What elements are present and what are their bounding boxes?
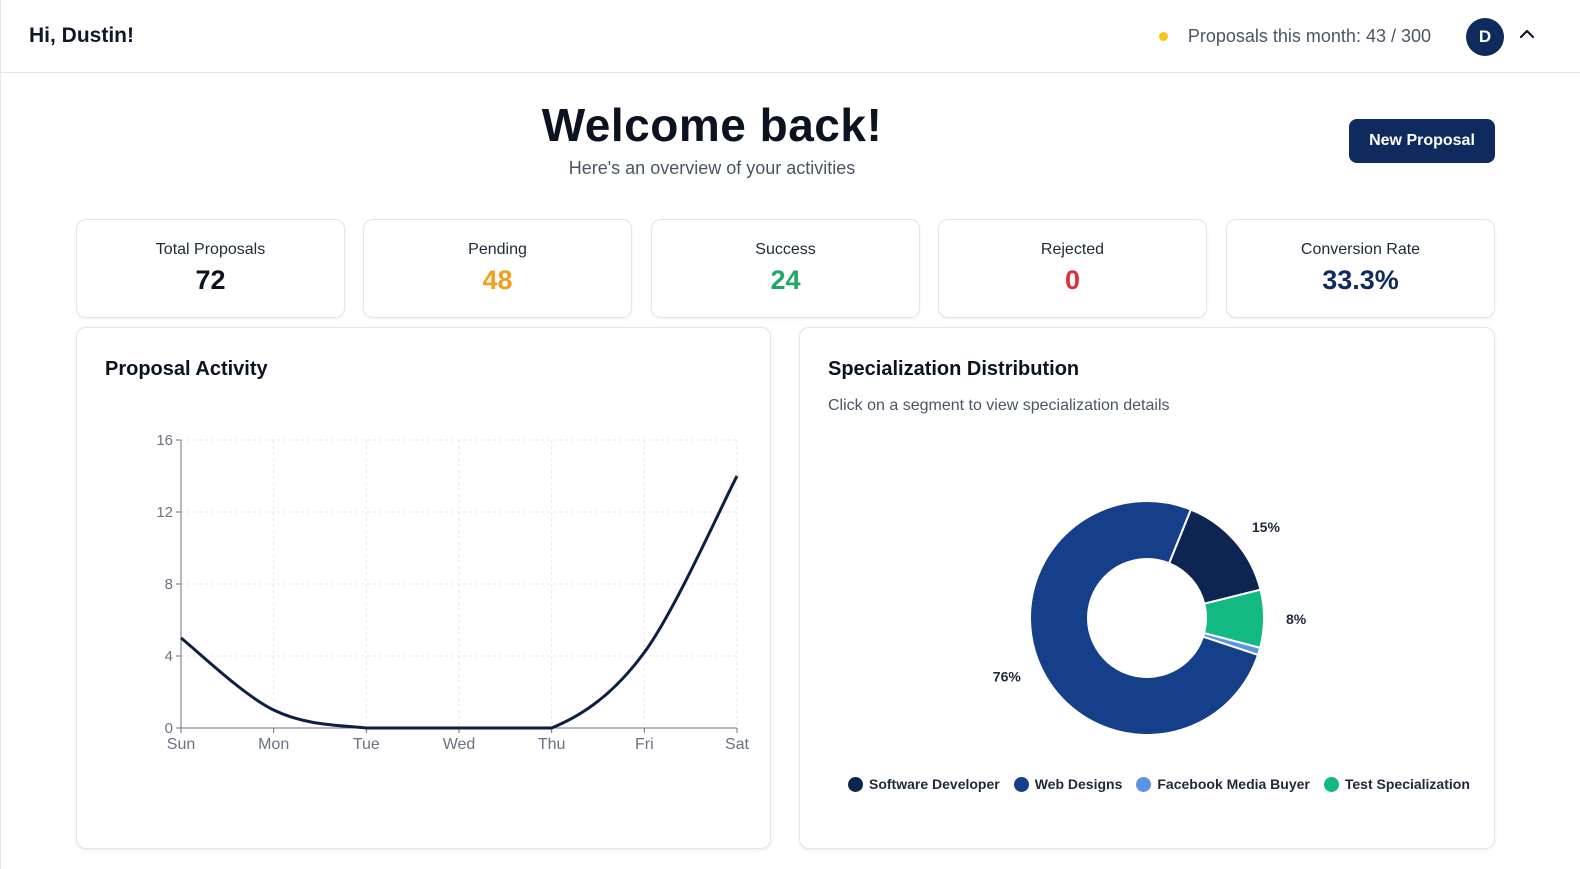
x-tick-label: Sun xyxy=(167,736,195,753)
legend-swatch-icon xyxy=(1136,776,1152,792)
stat-card-total-proposals: Total Proposals 72 xyxy=(76,219,345,318)
legend-label: Test Specialization xyxy=(1344,776,1470,792)
y-tick-label: 8 xyxy=(165,576,173,593)
stat-card-success: Success 24 xyxy=(651,219,920,318)
top-bar: Hi, Dustin! Proposals this month: 43 / 3… xyxy=(1,0,1580,73)
specialization-panel: Specialization Distribution Click on a s… xyxy=(799,327,1495,849)
legend-item[interactable]: Test Specialization xyxy=(1323,776,1470,792)
stat-value: 33.3% xyxy=(1322,265,1399,295)
legend-item[interactable]: Software Developer xyxy=(848,776,1000,792)
legend-item[interactable]: Facebook Media Buyer xyxy=(1136,776,1310,792)
x-tick-label: Wed xyxy=(443,736,476,753)
usage-status-dot-icon xyxy=(1158,32,1168,41)
stat-value: 72 xyxy=(195,265,226,295)
stat-card-conversion-rate: Conversion Rate 33.3% xyxy=(1226,219,1495,318)
y-tick-label: 0 xyxy=(165,720,173,737)
chevron-up-icon[interactable] xyxy=(1520,27,1534,41)
donut-slice[interactable] xyxy=(1029,500,1260,736)
stat-label: Success xyxy=(755,241,816,258)
stat-card-rejected: Rejected 0 xyxy=(938,219,1207,318)
greeting-text: Hi, Dustin! xyxy=(29,24,134,47)
stat-value: 48 xyxy=(482,265,513,295)
donut-slice-label: 76% xyxy=(993,668,1022,684)
proposal-usage: Proposals this month: 43 / 300 xyxy=(1158,26,1431,47)
x-tick-label: Tue xyxy=(353,736,380,753)
page-title: Welcome back! xyxy=(541,99,883,151)
legend-swatch-icon xyxy=(848,776,863,792)
x-tick-label: Fri xyxy=(635,736,654,753)
stat-value: 24 xyxy=(770,265,801,295)
donut-slice-label: 15% xyxy=(1252,519,1281,535)
user-avatar[interactable]: D xyxy=(1466,18,1504,56)
stat-card-pending: Pending 48 xyxy=(363,219,632,318)
x-tick-label: Thu xyxy=(538,736,566,753)
usage-text: Proposals this month: 43 / 300 xyxy=(1187,26,1431,46)
x-tick-label: Sat xyxy=(725,736,750,753)
y-tick-label: 12 xyxy=(156,504,173,521)
stat-label: Rejected xyxy=(1040,241,1105,258)
y-tick-label: 16 xyxy=(156,432,173,449)
y-tick-label: 4 xyxy=(165,648,173,665)
legend-label: Software Developer xyxy=(869,776,1000,792)
stat-label: Conversion Rate xyxy=(1300,241,1421,258)
stat-value: 0 xyxy=(1064,265,1081,295)
panel-title: Proposal Activity xyxy=(105,358,268,380)
donut-slice-label: 8% xyxy=(1286,611,1307,627)
proposal-activity-line-chart: 0 4 8 12 16 Sun Mon Tue Wed Thu Fri Sat xyxy=(156,432,750,753)
legend-label: Facebook Media Buyer xyxy=(1157,776,1310,792)
legend-swatch-icon xyxy=(1323,776,1339,792)
new-proposal-button[interactable]: New Proposal xyxy=(1349,119,1495,163)
legend-item[interactable]: Web Designs xyxy=(1013,776,1123,792)
proposal-activity-panel: Proposal Activity 0 4 8 12 16 Sun Mon Tue Wed Thu… xyxy=(76,327,771,849)
stat-label: Pending xyxy=(468,241,527,258)
activity-series-line xyxy=(180,475,739,730)
panel-title: Specialization Distribution xyxy=(828,358,1080,380)
stat-label: Total Proposals xyxy=(155,241,266,258)
legend-swatch-icon xyxy=(1013,776,1029,792)
x-tick-label: Mon xyxy=(258,736,289,753)
panel-subtitle: Click on a segment to view specializatio… xyxy=(828,397,1170,414)
chart-legend: Software Developer Web Designs Facebook Me… xyxy=(848,776,1470,792)
page-subtitle: Here's an overview of your activities xyxy=(568,158,856,178)
specialization-donut-chart[interactable]: 15% 8% 76% xyxy=(800,438,1494,758)
legend-label: Web Designs xyxy=(1034,776,1123,792)
